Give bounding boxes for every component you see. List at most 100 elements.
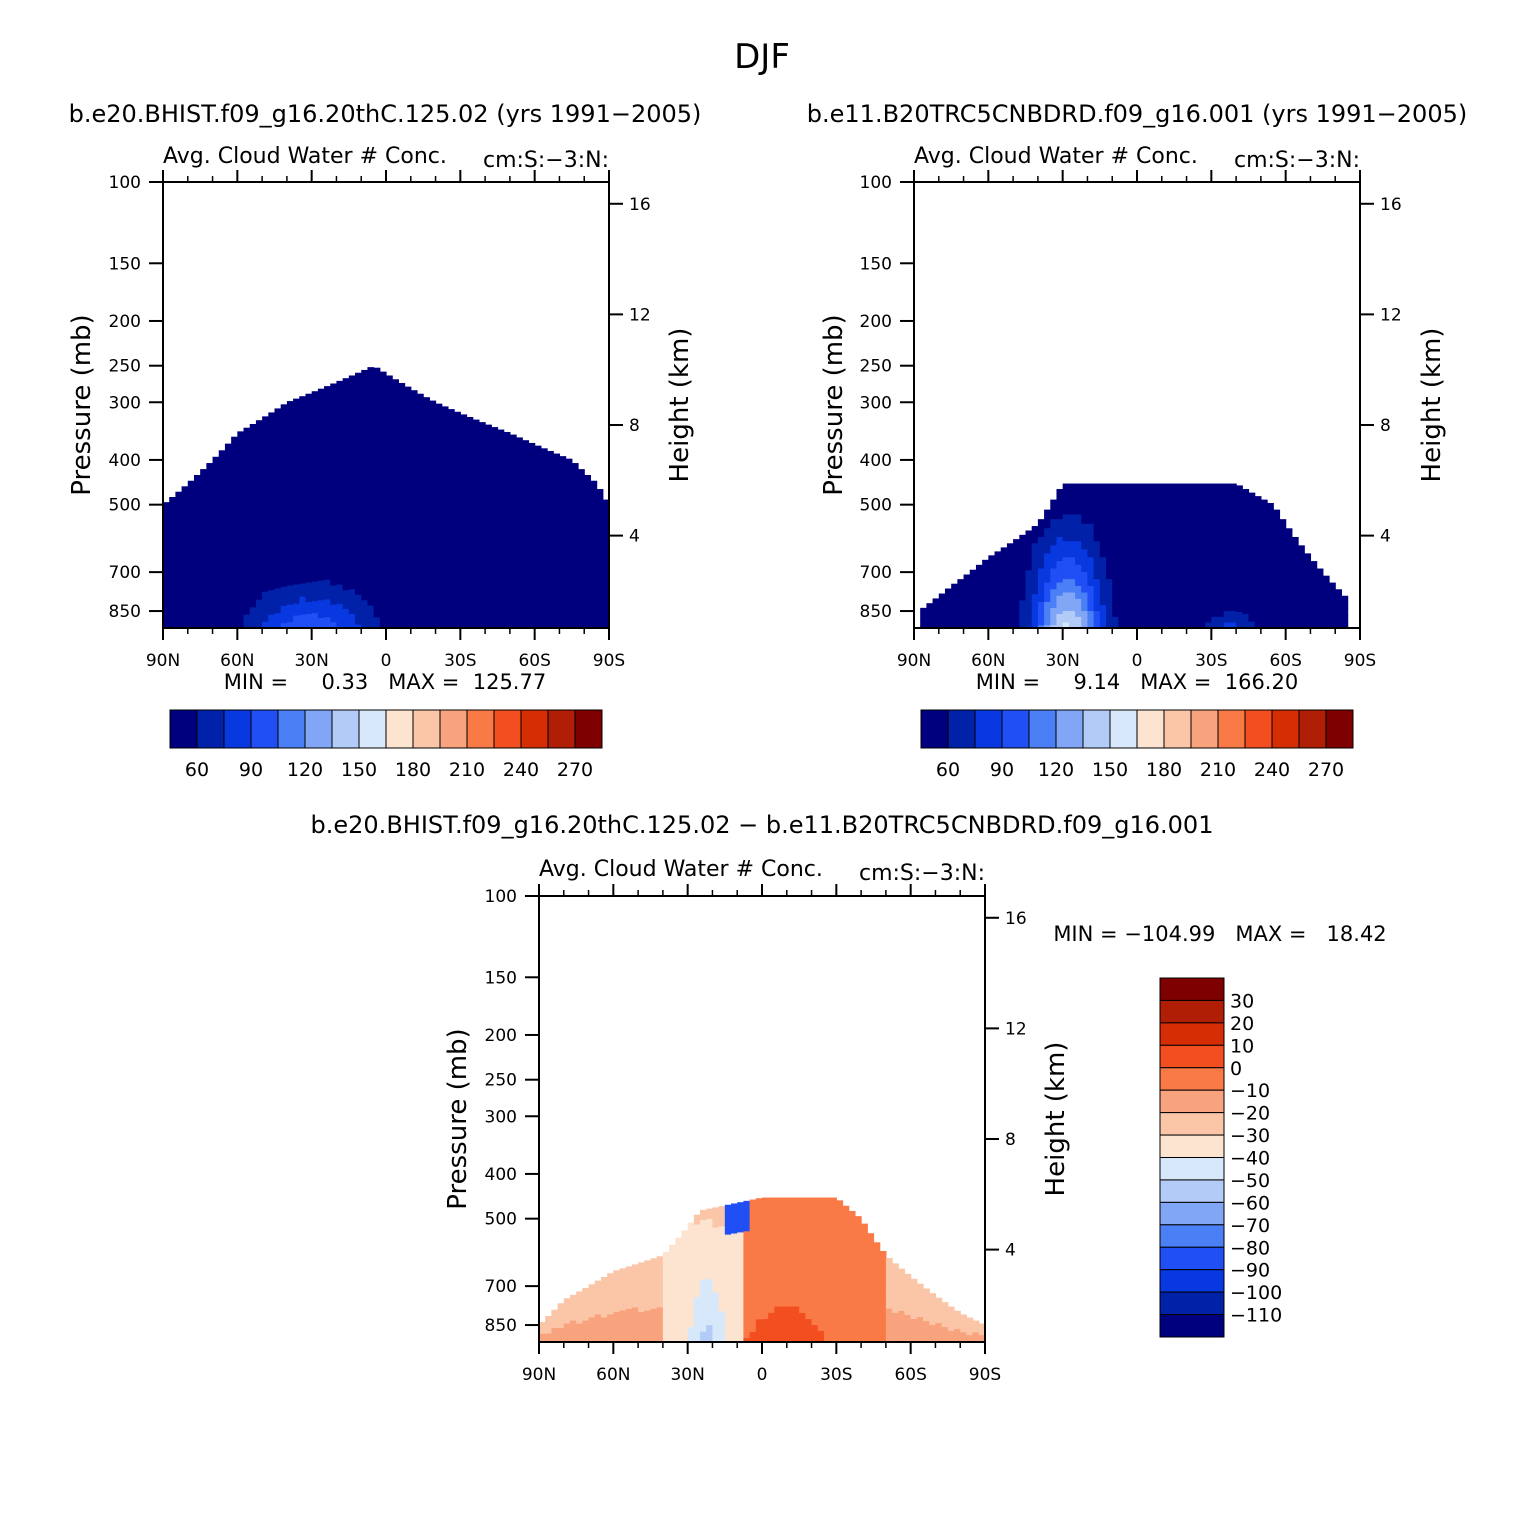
field-cell [540, 505, 548, 516]
field-cell [503, 540, 511, 550]
field-cell [805, 1299, 813, 1308]
field-cell [454, 489, 461, 502]
field-cell [1273, 561, 1281, 570]
field-cell [1013, 609, 1020, 617]
field-cell [1273, 519, 1281, 529]
field-cell [590, 491, 598, 503]
field-cell [1118, 622, 1126, 628]
field-cell [423, 569, 430, 578]
field-cell [923, 1321, 930, 1328]
field-cell [706, 1286, 714, 1294]
field-cell [348, 453, 356, 467]
field-cell [478, 618, 486, 625]
field-cell [1013, 603, 1020, 611]
field-cell [342, 427, 350, 443]
field-cell [596, 582, 604, 590]
field-cell [361, 551, 369, 560]
field-cell [1112, 541, 1120, 550]
colorbar-label: 120 [1038, 759, 1074, 781]
field-cell [441, 559, 449, 568]
field-cell [324, 605, 331, 613]
field-cell [854, 1244, 862, 1254]
field-cell [1205, 549, 1212, 558]
field-cell [1341, 619, 1349, 626]
field-cell [619, 1322, 627, 1330]
field-cell [1304, 613, 1312, 621]
field-cell [1273, 589, 1281, 597]
field-cell [836, 1287, 844, 1296]
field-cell [662, 1334, 670, 1341]
field-cell [1211, 494, 1219, 506]
field-cell [478, 507, 486, 518]
field-cell [1335, 619, 1343, 626]
height-tick-label: 16 [1380, 195, 1402, 215]
field-cell [447, 498, 455, 510]
field-cell [1174, 579, 1181, 587]
field-cell [644, 1339, 652, 1342]
field-cell [916, 1310, 924, 1318]
field-cell [1093, 622, 1101, 628]
field-cell [373, 386, 381, 405]
field-cell [675, 1312, 683, 1320]
field-cell [693, 1316, 701, 1324]
field-cell [280, 473, 288, 486]
field-cell [262, 513, 269, 524]
pressure-tick-label: 250 [109, 357, 141, 377]
field-cell [336, 502, 344, 513]
field-cell [1137, 564, 1144, 573]
field-cell [460, 609, 468, 617]
field-cell [650, 1266, 658, 1275]
field-cell [584, 543, 592, 552]
field-cell [187, 603, 195, 611]
field-cell [293, 621, 300, 628]
field-cell [823, 1299, 831, 1308]
field-cell [460, 502, 468, 513]
field-cell [404, 473, 412, 486]
field-cell [817, 1306, 825, 1314]
field-cell [932, 598, 940, 606]
field-cell [957, 585, 965, 594]
field-cell [1310, 608, 1318, 615]
field-cell [1031, 606, 1039, 614]
field-cell [885, 1295, 893, 1303]
field-cell [768, 1306, 775, 1314]
field-cell [1223, 483, 1231, 495]
field-cell [762, 1228, 769, 1239]
field-cell [441, 566, 449, 575]
field-cell [1087, 523, 1095, 534]
field-cell [503, 610, 511, 617]
field-cell [286, 432, 294, 447]
field-cell [1260, 595, 1268, 603]
case2-ylabel-right: Height (km) [1417, 328, 1447, 483]
field-cell [836, 1294, 844, 1303]
field-cell [299, 576, 307, 585]
field-cell [669, 1277, 676, 1286]
field-cell [743, 1338, 751, 1342]
field-cell [947, 1325, 955, 1332]
field-cell [1161, 611, 1169, 618]
field-cell [1099, 523, 1107, 534]
field-cell [416, 619, 424, 626]
field-cell [1087, 605, 1095, 612]
diff-min-max: MIN = −104.99 MAX = 18.42 [1053, 922, 1386, 946]
field-cell [873, 1296, 881, 1304]
field-cell [1037, 553, 1045, 562]
field-cell [330, 401, 338, 418]
field-cell [286, 616, 294, 623]
case1-latitude-axis: 90N 60N 30N 0 30S 60S 90S [146, 170, 625, 671]
field-cell [1298, 582, 1305, 590]
field-cell [1198, 523, 1206, 534]
field-cell [1180, 616, 1188, 624]
field-cell [607, 1308, 614, 1316]
field-cell [392, 615, 399, 622]
field-cell [361, 506, 369, 518]
field-cell [218, 612, 226, 619]
field-cell [472, 586, 480, 594]
field-cell [330, 598, 338, 606]
field-cell [718, 1261, 726, 1271]
field-cell [982, 624, 989, 628]
field-cell [503, 503, 511, 515]
field-cell [447, 567, 455, 576]
field-cell [1025, 584, 1033, 592]
